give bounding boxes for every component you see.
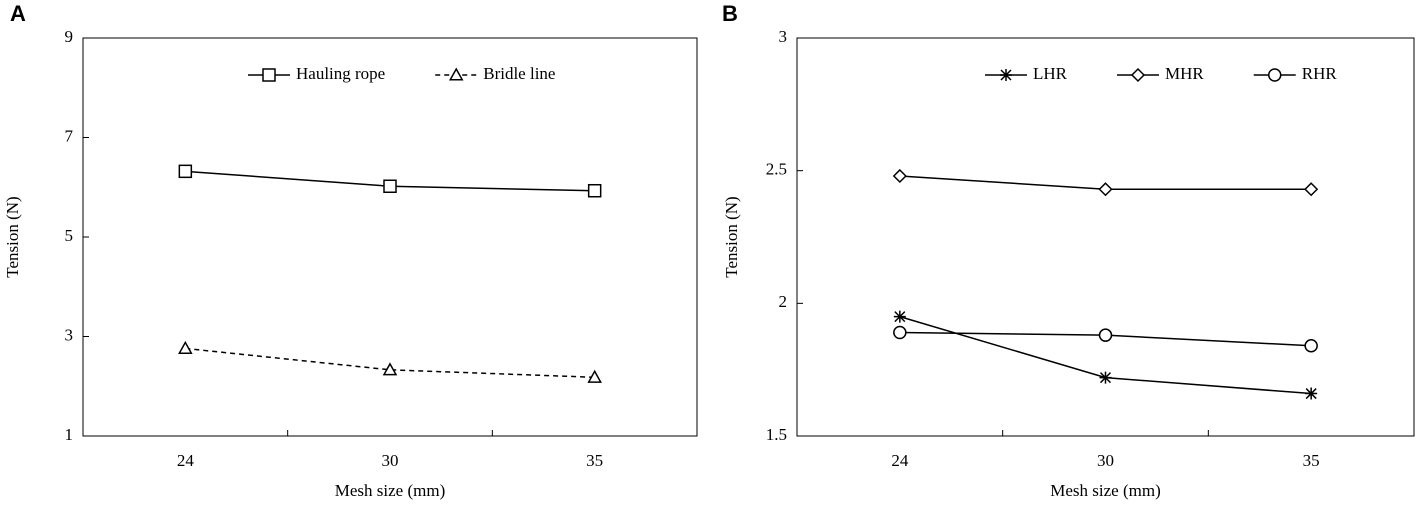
y-tick-label: 5 — [65, 226, 74, 245]
x-tick-label: 30 — [382, 451, 399, 470]
data-point — [587, 369, 602, 383]
data-point — [1098, 182, 1113, 197]
y-tick-label: 2 — [779, 292, 788, 311]
x-axis-label: Mesh size (mm) — [1050, 481, 1160, 500]
data-point — [383, 179, 397, 194]
y-axis-label: Tension (N) — [3, 196, 22, 277]
data-point — [1099, 371, 1112, 384]
y-axis-label: Tension (N) — [722, 196, 741, 277]
legend-label: LHR — [1033, 64, 1068, 83]
legend-label: RHR — [1302, 64, 1338, 83]
panel-label: A — [10, 1, 26, 26]
legend-label: Bridle line — [483, 64, 555, 83]
legend-marker — [1267, 68, 1282, 82]
data-point — [178, 340, 193, 354]
data-point — [892, 168, 907, 184]
data-point — [1098, 328, 1113, 342]
legend-marker — [1130, 67, 1146, 83]
legend-marker — [1000, 69, 1012, 81]
data-point — [1304, 339, 1318, 353]
plot-frame — [82, 37, 698, 437]
data-point — [893, 325, 907, 340]
y-tick-label: 9 — [65, 27, 74, 46]
x-tick-label: 35 — [1303, 451, 1320, 470]
y-tick-label: 3 — [65, 325, 74, 344]
data-point — [587, 183, 602, 198]
data-point — [1305, 387, 1318, 400]
x-axis-label: Mesh size (mm) — [335, 481, 445, 500]
data-point — [178, 164, 193, 179]
plot-frame — [796, 37, 1415, 437]
series-line — [185, 347, 595, 379]
y-tick-label: 2.5 — [766, 160, 787, 179]
x-tick-label: 24 — [891, 451, 909, 470]
legend-label: MHR — [1165, 64, 1204, 83]
x-tick-label: 30 — [1097, 451, 1114, 470]
legend-label: Hauling rope — [296, 64, 385, 83]
x-tick-label: 35 — [586, 451, 603, 470]
data-point — [382, 362, 398, 376]
y-tick-label: 3 — [779, 27, 788, 46]
legend-marker — [448, 67, 464, 81]
y-tick-label: 1 — [65, 425, 74, 444]
panel-label: B — [722, 1, 738, 26]
y-tick-label: 7 — [65, 126, 74, 145]
x-tick-label: 24 — [177, 451, 195, 470]
data-point — [1304, 182, 1319, 197]
legend-marker — [262, 68, 276, 82]
data-point — [893, 310, 906, 323]
y-tick-label: 1.5 — [766, 425, 787, 444]
